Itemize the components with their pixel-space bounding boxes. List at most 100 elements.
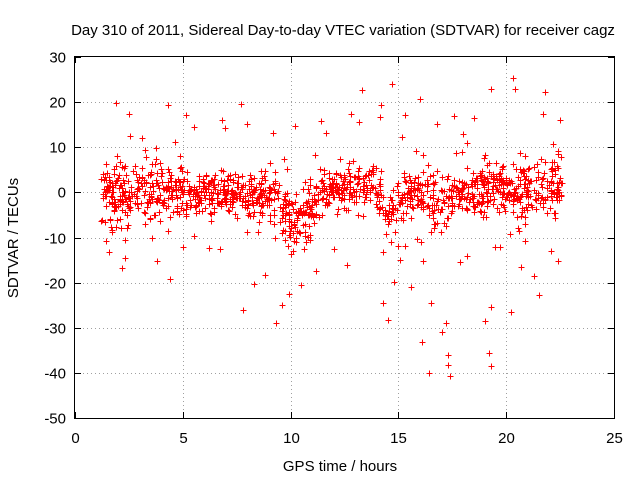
data-point	[155, 196, 162, 203]
data-point	[154, 170, 161, 177]
data-points	[98, 75, 566, 380]
data-point	[300, 186, 307, 193]
data-point	[262, 168, 269, 175]
data-point	[488, 86, 495, 93]
data-point	[184, 169, 191, 176]
data-point	[235, 180, 242, 187]
data-point	[539, 184, 546, 191]
data-point	[225, 182, 232, 189]
data-point	[471, 115, 478, 122]
data-point	[386, 208, 393, 215]
data-point	[246, 186, 253, 193]
data-point	[464, 253, 471, 260]
y-tick-label: 30	[49, 50, 66, 67]
data-point	[109, 229, 116, 236]
data-point	[175, 186, 182, 193]
data-point	[226, 208, 233, 215]
data-point	[363, 194, 370, 201]
data-point	[524, 187, 531, 194]
data-point	[318, 118, 325, 125]
data-point	[459, 191, 466, 198]
data-point	[534, 161, 541, 168]
data-point	[350, 186, 357, 193]
data-point	[508, 309, 515, 316]
data-point	[116, 172, 123, 179]
data-point	[305, 198, 312, 205]
data-point	[481, 155, 488, 162]
data-point	[282, 197, 289, 204]
data-point	[435, 196, 442, 203]
data-point	[348, 111, 355, 118]
data-point	[495, 188, 502, 195]
data-point	[351, 189, 358, 196]
data-point	[376, 206, 383, 213]
data-point	[488, 304, 495, 311]
data-point	[531, 273, 538, 280]
data-point	[425, 181, 432, 188]
data-point	[249, 200, 256, 207]
data-point	[267, 218, 274, 225]
data-point	[541, 170, 548, 177]
data-point	[169, 194, 176, 201]
data-point	[539, 176, 546, 183]
data-point	[550, 141, 557, 148]
data-point	[156, 197, 163, 204]
data-point	[427, 194, 434, 201]
data-point	[313, 211, 320, 218]
data-point	[206, 196, 213, 203]
data-point	[201, 192, 208, 199]
data-point	[549, 159, 556, 166]
data-point	[538, 181, 545, 188]
data-point	[284, 190, 291, 197]
data-point	[510, 161, 517, 168]
x-tick-label: 20	[498, 430, 515, 447]
data-point	[197, 197, 204, 204]
data-point	[386, 202, 393, 209]
data-point	[202, 195, 209, 202]
data-point	[271, 221, 278, 228]
data-point	[355, 212, 362, 219]
data-point	[186, 183, 193, 190]
data-point	[321, 171, 328, 178]
data-point	[117, 216, 124, 223]
data-point	[193, 202, 200, 209]
data-point	[552, 171, 559, 178]
data-point	[114, 217, 121, 224]
data-point	[431, 221, 438, 228]
data-point	[377, 205, 384, 212]
data-point	[497, 244, 504, 251]
data-point	[448, 195, 455, 202]
data-point	[173, 179, 180, 186]
data-point	[218, 177, 225, 184]
data-point	[307, 206, 314, 213]
data-point	[484, 175, 491, 182]
data-point	[209, 177, 216, 184]
data-point	[430, 187, 437, 194]
data-point	[376, 198, 383, 205]
data-point	[547, 205, 554, 212]
data-point	[369, 185, 376, 192]
data-point	[125, 178, 132, 185]
data-point	[507, 231, 514, 238]
data-point	[520, 167, 527, 174]
data-point	[385, 317, 392, 324]
data-point	[532, 196, 539, 203]
data-point	[488, 363, 495, 370]
x-tick-label: 25	[606, 430, 623, 447]
data-point	[143, 179, 150, 186]
data-point	[276, 182, 283, 189]
data-point	[220, 183, 227, 190]
data-point	[469, 195, 476, 202]
data-point	[522, 221, 529, 228]
data-point	[312, 198, 319, 205]
data-point	[256, 219, 263, 226]
data-point	[356, 119, 363, 126]
data-point	[427, 173, 434, 180]
data-point	[174, 209, 181, 216]
data-point	[377, 176, 384, 183]
data-point	[445, 215, 452, 222]
data-point	[135, 205, 142, 212]
data-point	[109, 194, 116, 201]
data-point	[134, 201, 141, 208]
data-point	[542, 89, 549, 96]
